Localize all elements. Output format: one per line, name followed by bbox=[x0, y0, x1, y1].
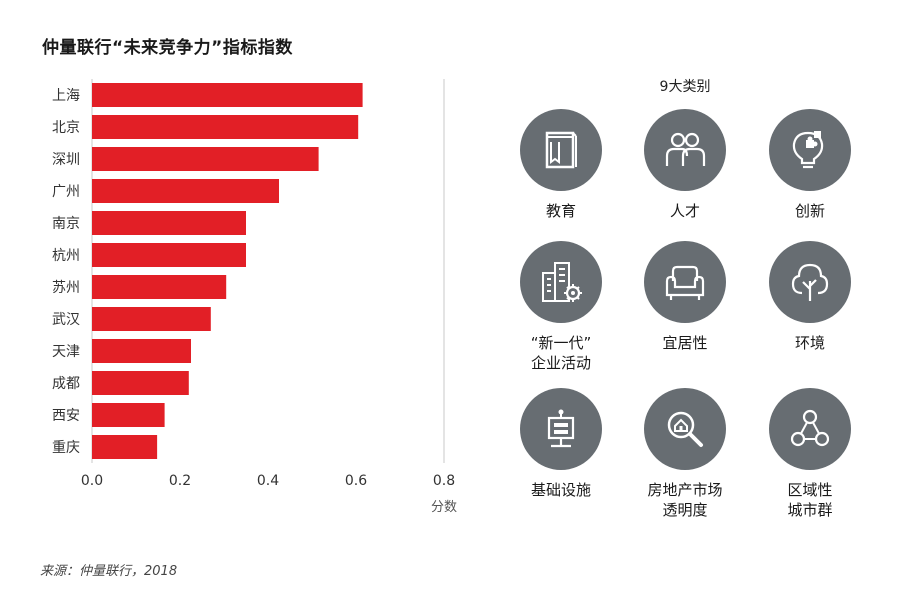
category-label-5: 杭州 bbox=[52, 248, 80, 264]
category-livability: 宜居性 bbox=[625, 241, 745, 353]
category-real-estate-transparency: 房地产市场 透明度 bbox=[625, 388, 745, 520]
source-note: 来源：仲量联行，2018 bbox=[40, 564, 178, 579]
bar-0 bbox=[92, 83, 363, 107]
bar-9 bbox=[92, 371, 189, 395]
lightbulb-puzzle-icon bbox=[792, 131, 824, 169]
category-label-9: 成都 bbox=[52, 376, 80, 392]
category-education: 教育 bbox=[501, 109, 621, 221]
bar-10 bbox=[92, 403, 165, 427]
network-icon bbox=[790, 409, 830, 447]
category-label-3: 广州 bbox=[52, 184, 80, 200]
category-new-gen-business: “新一代” 企业活动 bbox=[501, 241, 621, 373]
bar-3 bbox=[92, 179, 279, 203]
category-label: 环境 bbox=[794, 334, 825, 352]
tree-icon bbox=[791, 263, 829, 301]
category-label-0: 上海 bbox=[52, 88, 80, 104]
category-environment: 环境 bbox=[750, 241, 870, 353]
bar-6 bbox=[92, 275, 227, 299]
category-label: 宜居性 bbox=[662, 334, 708, 352]
category-label-7: 武汉 bbox=[52, 312, 80, 328]
bar-8 bbox=[92, 339, 191, 363]
category-label-2: 深圳 bbox=[52, 152, 80, 168]
category-label-8: 天津 bbox=[52, 344, 80, 360]
people-icon bbox=[665, 132, 706, 166]
x-tick-label-1: 0.2 bbox=[169, 473, 191, 489]
category-label-1: 北京 bbox=[52, 120, 80, 136]
x-tick-label-2: 0.4 bbox=[257, 473, 279, 489]
bar-5 bbox=[92, 243, 246, 267]
magnifier-house-icon bbox=[667, 411, 703, 447]
category-label: 区域性 城市群 bbox=[787, 481, 833, 519]
category-label: 人才 bbox=[669, 202, 700, 220]
book-icon bbox=[545, 131, 577, 169]
x-tick-label-4: 0.8 bbox=[433, 473, 455, 489]
bar-11 bbox=[92, 435, 158, 459]
category-label-11: 重庆 bbox=[52, 440, 80, 456]
category-label: 基础设施 bbox=[530, 481, 591, 499]
category-label: “新一代” 企业活动 bbox=[530, 334, 592, 372]
category-label: 教育 bbox=[545, 202, 576, 220]
category-label: 房地产市场 透明度 bbox=[647, 481, 723, 519]
category-label-6: 苏州 bbox=[52, 280, 80, 296]
bar-4 bbox=[92, 211, 246, 235]
bar-1 bbox=[92, 115, 359, 139]
bar-7 bbox=[92, 307, 211, 331]
bar-2 bbox=[92, 147, 319, 171]
category-talent: 人才 bbox=[625, 109, 745, 221]
chart-title: 仲量联行“未来竞争力”指标指数 bbox=[42, 38, 293, 58]
building-gear-icon bbox=[542, 262, 582, 302]
x-tick-label-0: 0.0 bbox=[81, 473, 103, 489]
categories-title: 9大类别 bbox=[659, 79, 711, 95]
category-regional-clusters: 区域性 城市群 bbox=[750, 388, 870, 520]
signpost-icon bbox=[547, 409, 575, 448]
x-tick-label-3: 0.6 bbox=[345, 473, 367, 489]
category-infrastructure: 基础设施 bbox=[501, 388, 621, 500]
armchair-icon bbox=[665, 265, 705, 300]
x-axis-title: 分数 bbox=[431, 500, 457, 515]
category-label: 创新 bbox=[794, 202, 825, 220]
category-label-10: 西安 bbox=[52, 408, 80, 424]
category-innovation: 创新 bbox=[750, 109, 870, 221]
category-label-4: 南京 bbox=[52, 216, 80, 232]
